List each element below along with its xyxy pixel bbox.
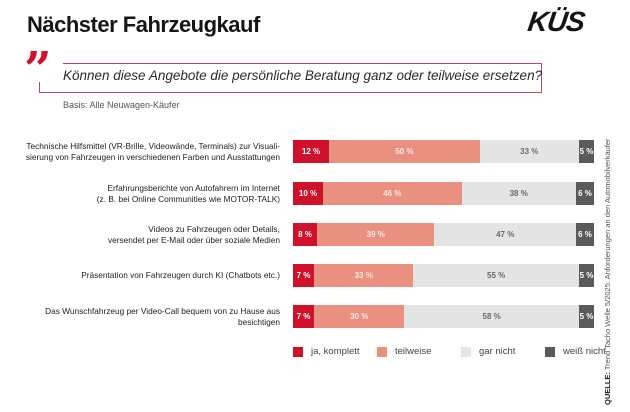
segment-ja-komplett: 7 % bbox=[293, 264, 315, 287]
category-label: Videos zu Fahrzeugen oder Details, versen… bbox=[108, 224, 280, 246]
data-label: 33 % bbox=[520, 147, 539, 156]
data-label: 58 % bbox=[482, 312, 501, 321]
source-text: Trend Tacho Welle 5/2025: Anforderungen … bbox=[603, 138, 612, 373]
legend-label: teilweise bbox=[395, 346, 432, 357]
category-label-line: Technische Hilfsmittel (VR-Brille, Video… bbox=[26, 140, 280, 151]
category-label-line: Erfahrungsberichte von Autofahrern im In… bbox=[107, 182, 281, 193]
legend-label: ja, komplett bbox=[311, 346, 360, 357]
segment-gar-nicht: 38 % bbox=[461, 182, 576, 205]
segment-gar-nicht: 58 % bbox=[404, 305, 579, 328]
segment-teilweise: 46 % bbox=[323, 182, 462, 205]
legend-item: gar nicht bbox=[461, 346, 545, 357]
data-label: 10 % bbox=[298, 189, 318, 198]
source-note: QUELLE: Trend Tacho Welle 5/2025: Anford… bbox=[603, 138, 612, 405]
data-label: 7 % bbox=[296, 271, 311, 280]
legend-swatch bbox=[461, 346, 471, 357]
segment-weiss-nicht: 5 % bbox=[578, 305, 594, 328]
segment-teilweise: 50 % bbox=[329, 140, 480, 163]
legend-swatch bbox=[545, 346, 555, 357]
category-label: Erfahrungsberichte von Autofahrern im In… bbox=[97, 183, 280, 205]
segment-gar-nicht: 47 % bbox=[434, 223, 576, 246]
data-label: 39 % bbox=[366, 230, 385, 239]
data-label: 5 % bbox=[579, 271, 594, 280]
category-label-line: versendet per E-Mail oder über soziale M… bbox=[107, 234, 280, 245]
bar-row: 8 % 39 % 47 % 6 % bbox=[293, 223, 594, 246]
segment-ja-komplett: 8 % bbox=[293, 223, 318, 246]
category-label: Das Wunschfahrzeug per Video-Call bequem… bbox=[45, 306, 280, 328]
category-label-line: besichtigen bbox=[238, 316, 280, 327]
legend-label: gar nicht bbox=[479, 346, 516, 357]
legend-swatch bbox=[293, 346, 303, 357]
quote-frame-bottom bbox=[39, 92, 542, 93]
category-label-line: (z. B. bei Online Communities wie MOTOR-… bbox=[96, 193, 280, 204]
segment-gar-nicht: 55 % bbox=[413, 264, 579, 287]
data-label: 38 % bbox=[509, 189, 528, 198]
bar-row: 12 % 50 % 33 % 5 % bbox=[293, 140, 594, 163]
segment-gar-nicht: 33 % bbox=[479, 140, 579, 163]
legend-item: weiß nicht bbox=[545, 346, 629, 357]
data-label: 30 % bbox=[350, 312, 369, 321]
category-label: Technische Hilfsmittel (VR-Brille, Video… bbox=[26, 141, 280, 163]
segment-teilweise: 33 % bbox=[314, 264, 414, 287]
survey-question: Können diese Angebote die persönliche Be… bbox=[63, 68, 543, 83]
data-label: 46 % bbox=[383, 189, 402, 198]
kues-logo: KÜS bbox=[525, 6, 587, 37]
source-label: QUELLE: bbox=[603, 372, 612, 405]
data-label: 50 % bbox=[395, 147, 414, 156]
data-label: 7 % bbox=[296, 312, 311, 321]
legend-item: teilweise bbox=[377, 346, 461, 357]
segment-ja-komplett: 10 % bbox=[293, 182, 324, 205]
category-label-line: sierung von Fahrzeugen in verschiedenen … bbox=[25, 151, 280, 162]
segment-weiss-nicht: 6 % bbox=[575, 182, 594, 205]
category-label: Präsentation von Fahrzeugen durch KI (Ch… bbox=[81, 270, 280, 281]
segment-weiss-nicht: 5 % bbox=[578, 264, 594, 287]
legend-item: ja, komplett bbox=[293, 346, 377, 357]
bar-row: 10 % 46 % 38 % 6 % bbox=[293, 182, 594, 205]
segment-teilweise: 30 % bbox=[314, 305, 405, 328]
data-label: 5 % bbox=[579, 147, 594, 156]
segment-ja-komplett: 7 % bbox=[293, 305, 315, 328]
data-label: 8 % bbox=[298, 230, 312, 239]
data-label: 6 % bbox=[578, 189, 592, 198]
data-label: 33 % bbox=[354, 271, 373, 280]
category-label-line: Videos zu Fahrzeugen oder Details, bbox=[148, 223, 280, 234]
quote-frame-left bbox=[39, 82, 40, 92]
bar-row: 7 % 33 % 55 % 5 % bbox=[293, 264, 594, 287]
survey-basis: Basis: Alle Neuwagen-Käufer bbox=[63, 100, 180, 110]
category-label-line: Präsentation von Fahrzeugen durch KI (Ch… bbox=[81, 270, 280, 280]
segment-weiss-nicht: 5 % bbox=[578, 140, 594, 163]
quote-mark-icon: ” bbox=[24, 42, 52, 98]
page-title: Nächster Fahrzeugkauf bbox=[27, 12, 260, 37]
legend-swatch bbox=[377, 346, 387, 357]
legend-label: weiß nicht bbox=[563, 346, 606, 357]
category-label-line: Das Wunschfahrzeug per Video-Call bequem… bbox=[45, 305, 280, 316]
bar-row: 7 % 30 % 58 % 5 % bbox=[293, 305, 594, 328]
chart-legend: ja, komplett teilweise gar nicht weiß nicht bbox=[293, 346, 629, 357]
quote-frame-top bbox=[63, 63, 542, 64]
quote-frame-right bbox=[541, 63, 542, 92]
data-label: 12 % bbox=[301, 147, 321, 156]
data-label: 6 % bbox=[578, 230, 592, 239]
data-label: 47 % bbox=[496, 230, 515, 239]
segment-ja-komplett: 12 % bbox=[293, 140, 330, 163]
segment-teilweise: 39 % bbox=[317, 223, 435, 246]
data-label: 5 % bbox=[579, 312, 594, 321]
segment-weiss-nicht: 6 % bbox=[575, 223, 594, 246]
data-label: 55 % bbox=[487, 271, 506, 280]
